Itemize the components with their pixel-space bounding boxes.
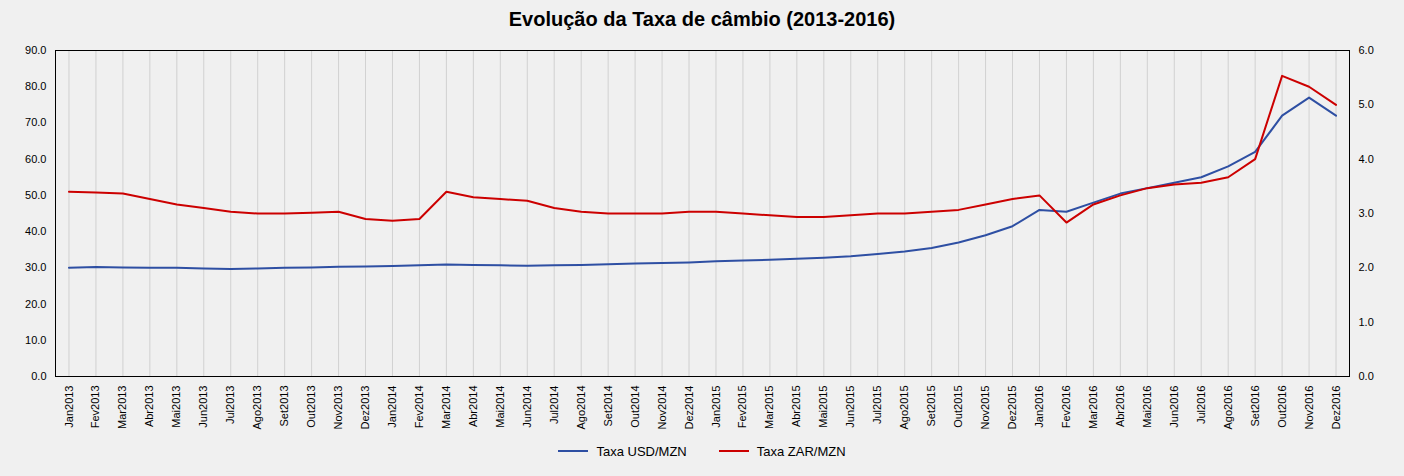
svg-text:Jun2014: Jun2014 xyxy=(521,386,533,428)
svg-text:Fev2016: Fev2016 xyxy=(1060,386,1072,429)
svg-text:Mar2016: Mar2016 xyxy=(1087,386,1099,429)
svg-text:Mai2015: Mai2015 xyxy=(817,386,829,428)
svg-text:Nov2014: Nov2014 xyxy=(656,386,668,430)
svg-text:Out2014: Out2014 xyxy=(629,386,641,428)
svg-text:3.0: 3.0 xyxy=(1359,207,1374,219)
svg-text:80.0: 80.0 xyxy=(25,80,46,92)
svg-text:30.0: 30.0 xyxy=(25,261,46,273)
svg-text:5.0: 5.0 xyxy=(1359,98,1374,110)
svg-text:Abr2015: Abr2015 xyxy=(790,386,802,428)
svg-text:Dez2013: Dez2013 xyxy=(359,386,371,430)
svg-text:20.0: 20.0 xyxy=(25,298,46,310)
svg-text:Fev2013: Fev2013 xyxy=(89,386,101,429)
svg-text:70.0: 70.0 xyxy=(25,116,46,128)
svg-text:Dez2015: Dez2015 xyxy=(1006,386,1018,430)
html-text:Evolução da Taxa de câmbio (20: Evolução da Taxa de câmbio (2013-2016) xyxy=(508,8,896,30)
svg-text:0.0: 0.0 xyxy=(31,370,46,382)
svg-text:Jul2013: Jul2013 xyxy=(224,386,236,425)
svg-text:Dez2014: Dez2014 xyxy=(683,386,695,430)
svg-text:4.0: 4.0 xyxy=(1359,153,1374,165)
svg-text:10.0: 10.0 xyxy=(25,334,46,346)
svg-text:Abr2016: Abr2016 xyxy=(1114,386,1126,428)
svg-text:Jan2014: Jan2014 xyxy=(386,386,398,428)
svg-text:Jul2015: Jul2015 xyxy=(871,386,883,425)
svg-text:Nov2015: Nov2015 xyxy=(979,386,991,430)
svg-text:Set2015: Set2015 xyxy=(925,386,937,427)
svg-text:Abr2014: Abr2014 xyxy=(467,386,479,428)
svg-text:1.0: 1.0 xyxy=(1359,316,1374,328)
html-text:Taxa USD/MZN: Taxa USD/MZN xyxy=(596,443,687,459)
svg-text:Jul2016: Jul2016 xyxy=(1195,386,1207,425)
svg-text:Jun2016: Jun2016 xyxy=(1168,386,1180,428)
svg-text:60.0: 60.0 xyxy=(25,153,46,165)
svg-text:2.0: 2.0 xyxy=(1359,261,1374,273)
svg-text:Jun2015: Jun2015 xyxy=(844,386,856,428)
svg-text:Jan2015: Jan2015 xyxy=(709,386,721,428)
svg-text:Set2016: Set2016 xyxy=(1249,386,1261,427)
svg-text:Ago2014: Ago2014 xyxy=(575,386,587,430)
svg-text:0.0: 0.0 xyxy=(1359,370,1374,382)
svg-text:Out2016: Out2016 xyxy=(1276,386,1288,428)
svg-text:Dez2016: Dez2016 xyxy=(1330,386,1342,430)
svg-text:Mar2015: Mar2015 xyxy=(763,386,775,429)
svg-text:Set2014: Set2014 xyxy=(602,386,614,427)
html-text:Taxa ZAR/MZN: Taxa ZAR/MZN xyxy=(756,443,846,459)
svg-text:Mai2013: Mai2013 xyxy=(170,386,182,428)
svg-text:Mar2013: Mar2013 xyxy=(116,386,128,429)
svg-text:6.0: 6.0 xyxy=(1359,44,1374,56)
svg-text:Ago2016: Ago2016 xyxy=(1222,386,1234,430)
svg-text:Mai2014: Mai2014 xyxy=(494,386,506,428)
svg-text:Out2013: Out2013 xyxy=(305,386,317,428)
svg-text:Nov2016: Nov2016 xyxy=(1303,386,1315,430)
svg-text:40.0: 40.0 xyxy=(25,225,46,237)
svg-text:Mar2014: Mar2014 xyxy=(440,386,452,429)
svg-text:Set2013: Set2013 xyxy=(278,386,290,427)
svg-text:50.0: 50.0 xyxy=(25,189,46,201)
svg-text:Mai2016: Mai2016 xyxy=(1141,386,1153,428)
svg-text:Abr2013: Abr2013 xyxy=(143,386,155,428)
svg-text:Fev2015: Fev2015 xyxy=(736,386,748,429)
svg-text:Fev2014: Fev2014 xyxy=(413,386,425,429)
svg-text:Nov2013: Nov2013 xyxy=(332,386,344,430)
svg-text:Ago2013: Ago2013 xyxy=(251,386,263,430)
svg-text:Jan2013: Jan2013 xyxy=(62,386,74,428)
svg-text:Jan2016: Jan2016 xyxy=(1033,386,1045,428)
svg-text:Out2015: Out2015 xyxy=(952,386,964,428)
svg-text:Jul2014: Jul2014 xyxy=(548,386,560,425)
svg-text:Ago2015: Ago2015 xyxy=(898,386,910,430)
svg-text:90.0: 90.0 xyxy=(25,44,46,56)
svg-text:Jun2013: Jun2013 xyxy=(197,386,209,428)
